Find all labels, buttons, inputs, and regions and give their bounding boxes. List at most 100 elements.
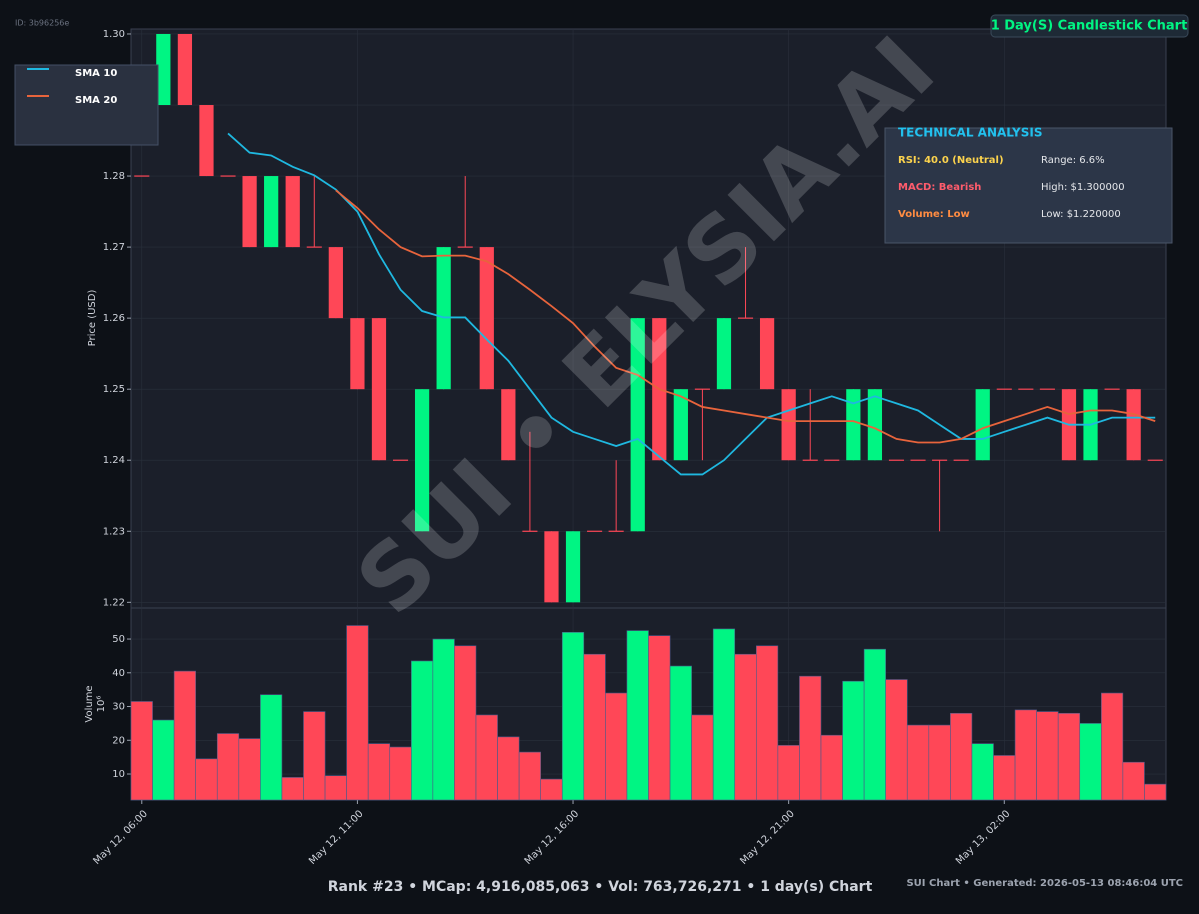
y-tick-label: 1.27	[103, 242, 125, 253]
volume-bar	[1101, 692, 1124, 801]
candle-body	[199, 105, 214, 177]
candle-body	[759, 318, 775, 390]
volume-bar	[173, 670, 196, 801]
volume-bar	[561, 631, 585, 801]
x-tick-label: May 12, 21:00	[738, 808, 797, 867]
volume-bar	[324, 775, 347, 801]
price-panel	[130, 28, 1167, 609]
candle-body	[501, 389, 516, 461]
volume-bar	[863, 648, 886, 801]
y-tick-label: 1.24	[103, 455, 125, 466]
volume-bar	[648, 635, 671, 801]
candle-body	[156, 33, 171, 106]
volume-bar	[1036, 711, 1059, 801]
volume-bar	[885, 679, 908, 801]
volume-bar	[906, 724, 930, 801]
candle-body	[242, 176, 257, 248]
volume-bar	[411, 660, 434, 801]
y-tick-label: 20	[112, 735, 125, 746]
analysis-title: TECHNICAL ANALYSIS	[898, 126, 1043, 140]
volume-bar	[130, 701, 153, 801]
candle-body	[565, 531, 581, 603]
candle-body	[544, 531, 559, 603]
volume-bar	[1144, 783, 1167, 801]
legend-label: SMA 10	[75, 68, 117, 79]
candle-body	[371, 318, 387, 461]
volume-bar	[712, 628, 736, 801]
volume-bar	[734, 653, 757, 801]
volume-bar	[950, 712, 973, 801]
volume-bar	[1122, 761, 1145, 801]
page-id: ID: 3b96256e	[15, 19, 69, 28]
volume-bar	[993, 755, 1016, 801]
candle-body	[285, 176, 300, 248]
y-tick-label: 1.23	[103, 526, 125, 537]
volume-bar	[626, 630, 649, 801]
y-tick-label: 1.25	[103, 384, 125, 395]
candle-body	[975, 389, 990, 461]
volume-bar	[583, 653, 606, 801]
volume-multiplier: 10⁶	[96, 696, 107, 713]
footer-main: Rank #23 • MCap: 4,916,085,063 • Vol: 76…	[328, 879, 873, 895]
legend-label: SMA 20	[75, 95, 117, 106]
candle-body	[414, 389, 430, 532]
volume-bar	[928, 724, 951, 801]
y-tick-label: 50	[112, 634, 125, 645]
volume-bar	[777, 745, 800, 801]
macd: MACD: Bearish	[898, 182, 981, 193]
volume-bar	[303, 711, 326, 801]
legend-entries: SMA 10 SMA 20	[27, 68, 117, 106]
y-axis-label: Price (USD)	[87, 290, 98, 347]
volume-bar	[518, 751, 541, 801]
volume-bar	[367, 743, 391, 801]
volume-axis-label: Volume	[84, 685, 95, 722]
rsi: RSI: 40.0 (Neutral)	[898, 155, 1004, 166]
analysis-box	[884, 127, 1173, 244]
candle-body	[350, 318, 365, 390]
range: Range: 6.6%	[1041, 155, 1105, 166]
y-tick-label: 1.28	[103, 171, 125, 182]
y-tick-label: 40	[112, 668, 125, 679]
footer-generated: SUI Chart • Generated: 2026-05-13 08:46:…	[906, 878, 1183, 889]
volume-bar	[540, 778, 563, 801]
x-tick-label: May 13, 02:00	[954, 808, 1013, 867]
legend	[14, 64, 159, 146]
volume-bar	[497, 736, 520, 801]
volume-bar	[1014, 709, 1037, 801]
volume-bar	[346, 625, 369, 801]
candle-body	[264, 176, 279, 248]
candle-body	[867, 389, 883, 461]
volume-bar	[152, 719, 175, 801]
sma-line	[335, 189, 1156, 444]
volume-bar	[475, 714, 498, 801]
volume-bar	[669, 665, 692, 801]
x-tick-label: May 12, 06:00	[91, 808, 150, 867]
candle-body	[479, 247, 494, 390]
volume-bar	[216, 733, 240, 801]
volume-bar	[756, 645, 779, 801]
volume-bar	[691, 714, 714, 801]
candle-body	[781, 389, 796, 461]
candle-body	[673, 389, 688, 461]
candle-body	[1126, 389, 1141, 461]
y-tick-label: 1.26	[103, 313, 125, 324]
volume-bar	[799, 675, 822, 801]
volume-bar	[605, 692, 628, 801]
title-box	[990, 14, 1189, 38]
volume-bar	[260, 694, 283, 801]
volume-bar	[238, 738, 261, 801]
y-tick-label: 1.22	[103, 597, 125, 608]
volume-bar	[1079, 723, 1102, 801]
volume-bar	[820, 734, 843, 801]
candle-body	[630, 318, 645, 532]
volume-bar	[842, 680, 865, 801]
volume-bar	[454, 645, 477, 801]
volume-bar	[281, 777, 304, 801]
y-tick-label: 1.30	[103, 29, 125, 40]
candle-body	[716, 318, 732, 390]
y-tick-label: 10	[112, 769, 125, 780]
volume-bar	[389, 746, 412, 801]
x-tick-label: May 12, 11:00	[307, 808, 366, 867]
volume-bar	[195, 758, 218, 801]
